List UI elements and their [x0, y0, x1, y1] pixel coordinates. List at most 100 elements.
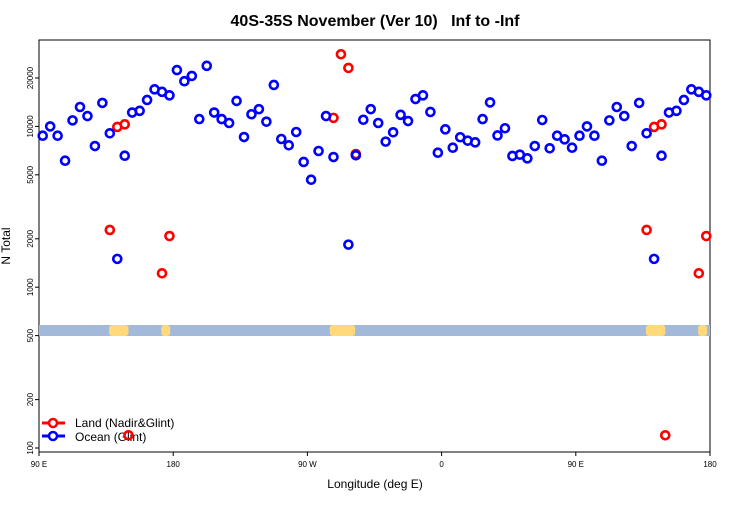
ocean-point: [589, 130, 600, 142]
ocean-point: [276, 133, 287, 145]
ocean-point: [171, 64, 183, 76]
ocean-point: [320, 110, 332, 122]
ocean-point: [425, 106, 436, 118]
land-point: [164, 230, 175, 242]
ocean-point: [633, 97, 645, 109]
ocean-point: [246, 108, 257, 120]
ocean-point: [104, 127, 116, 139]
ocean-point: [328, 151, 339, 163]
x-tick-label: 180: [167, 460, 181, 469]
ocean-point: [447, 142, 459, 154]
y-tick-label: 20000: [26, 66, 35, 89]
map-strip-land: [109, 325, 129, 336]
y-tick-label: 5000: [26, 165, 35, 183]
land-point: [700, 230, 712, 242]
ocean-point: [522, 153, 533, 164]
ocean-point: [581, 121, 593, 132]
ocean-point: [37, 130, 49, 142]
ocean-point: [618, 110, 630, 122]
ocean-point: [231, 95, 242, 107]
ocean-point: [208, 107, 220, 118]
ocean-point: [484, 97, 496, 108]
ocean-point: [74, 101, 86, 113]
x-axis-label: Longitude (deg E): [327, 477, 422, 491]
legend-land-label: Land (Nadir&Glint): [75, 416, 174, 430]
ocean-point: [82, 110, 93, 122]
ocean-point: [59, 155, 71, 166]
legend: Land (Nadir&Glint) Ocean (Glint): [42, 416, 174, 444]
ocean-point: [656, 150, 667, 162]
y-tick-label: 10000: [26, 115, 35, 138]
ocean-point: [529, 140, 541, 152]
ocean-point: [559, 134, 570, 145]
ocean-point: [313, 145, 324, 157]
y-tick-label: 500: [26, 328, 35, 342]
ocean-point: [596, 155, 608, 166]
land-point: [656, 119, 667, 130]
ocean-point: [700, 90, 712, 101]
ocean-point: [432, 147, 444, 159]
ocean-point: [52, 130, 63, 142]
ocean-point: [358, 114, 369, 126]
ocean-point: [395, 109, 406, 121]
x-tick-label: 0: [439, 460, 444, 469]
y-tick-label: 2000: [26, 229, 35, 247]
ocean-point: [671, 105, 682, 117]
map-strip: [39, 325, 710, 336]
ocean-point: [179, 75, 190, 87]
ocean-point: [499, 122, 511, 134]
ocean-point: [372, 117, 384, 129]
ocean-point: [492, 130, 503, 141]
ocean-point: [678, 94, 690, 106]
ocean-point: [298, 156, 309, 168]
x-tick-label: 90 E: [31, 460, 47, 469]
ocean-point: [402, 115, 414, 127]
x-tick-label: 90 E: [568, 460, 584, 469]
ocean-point: [343, 239, 354, 250]
ocean-point: [164, 90, 175, 101]
map-strip-land: [698, 325, 708, 336]
y-tick-label: 1000: [26, 278, 35, 296]
land-point: [119, 119, 131, 130]
ocean-point: [134, 105, 145, 117]
land-point: [335, 48, 347, 60]
ocean-point: [89, 140, 101, 152]
land-point: [693, 268, 705, 279]
y-tick-label: 100: [26, 441, 35, 455]
map-strip-land: [161, 325, 171, 336]
ocean-point: [238, 131, 250, 143]
ocean-point: [477, 113, 488, 125]
legend-land-marker: [47, 417, 59, 429]
land-point: [343, 62, 354, 74]
land-point: [104, 224, 116, 236]
ocean-point: [604, 115, 615, 126]
ocean-point: [626, 140, 638, 152]
ocean-point: [223, 117, 235, 129]
ocean-point: [566, 142, 578, 154]
legend-ocean-marker: [47, 430, 59, 442]
map-strip-ocean: [39, 325, 710, 336]
ocean-point: [536, 114, 548, 126]
ocean-point: [253, 103, 265, 115]
legend-ocean-label: Ocean (Glint): [75, 430, 146, 444]
land-point: [156, 268, 168, 279]
legend-item-land: Land (Nadir&Glint): [42, 416, 174, 430]
ocean-point: [305, 174, 317, 186]
land-point: [123, 429, 134, 441]
x-tick-label: 90 W: [298, 460, 317, 469]
ocean-point: [97, 97, 108, 109]
ocean-point: [290, 126, 302, 138]
ocean-point: [67, 115, 78, 126]
ocean-point: [111, 253, 123, 265]
ocean-point: [641, 127, 652, 139]
y-axis-label: N Total: [0, 227, 13, 264]
ocean-point: [186, 70, 198, 82]
x-tick-label: 180: [703, 460, 717, 469]
ocean-point: [283, 139, 295, 151]
ocean-point: [440, 124, 451, 135]
land-point: [659, 429, 671, 441]
ocean-point: [611, 101, 623, 113]
ocean-point: [387, 126, 399, 138]
ocean-point: [201, 60, 213, 72]
